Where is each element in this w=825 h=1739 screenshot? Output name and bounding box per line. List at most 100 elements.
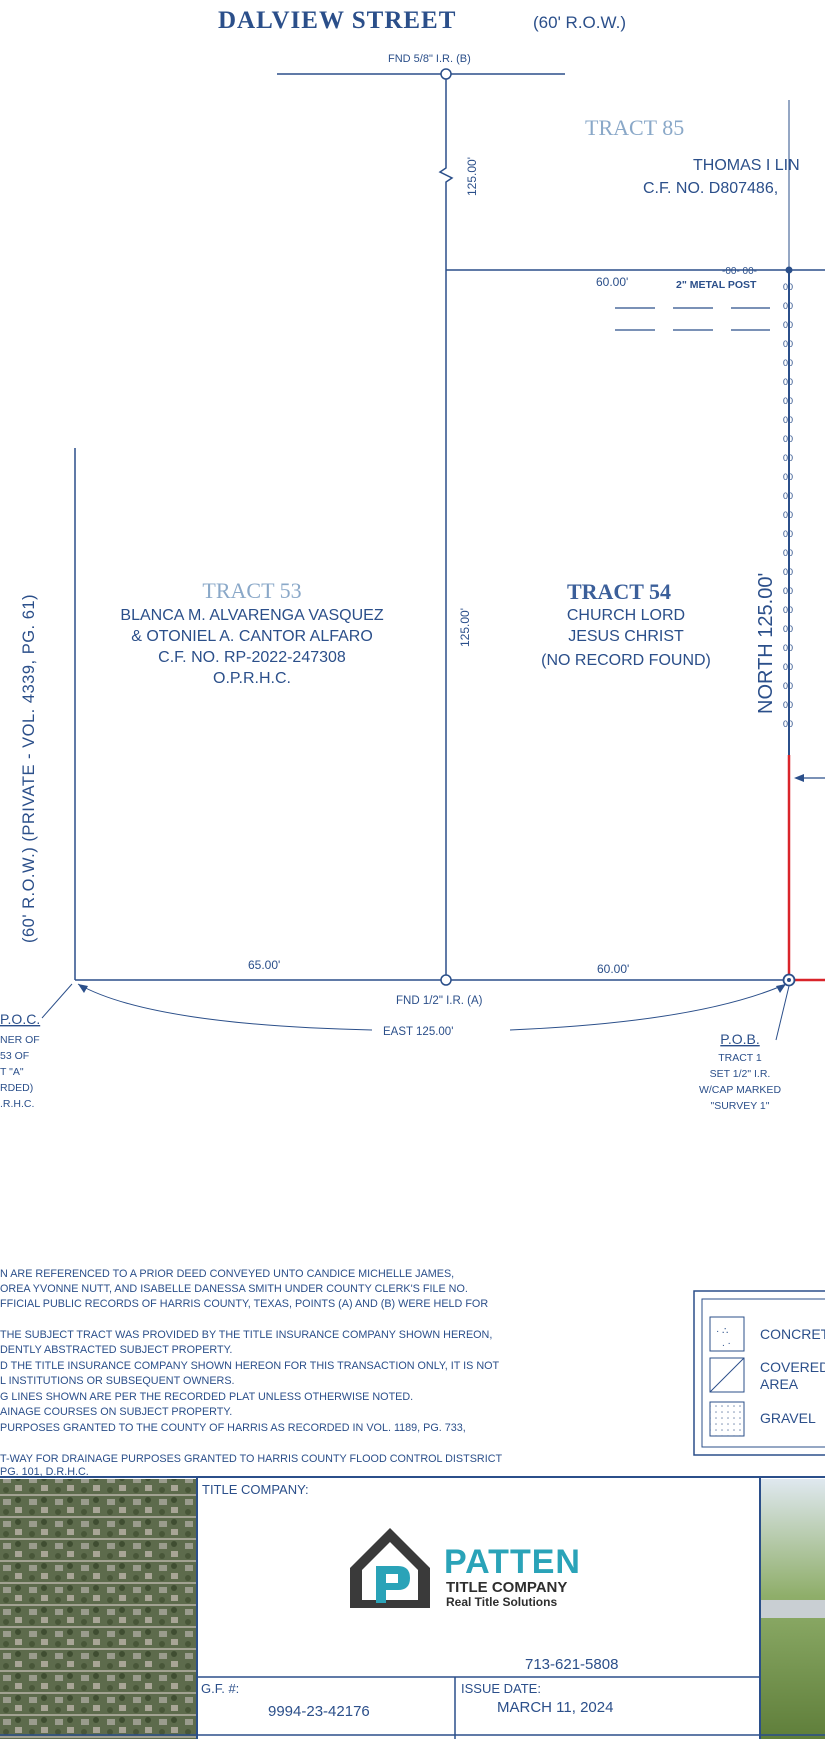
note-line: N ARE REFERENCED TO A PRIOR DEED CONVEYE… [0,1268,454,1280]
pob-line-2: SET 1/2" I.R. [710,1068,771,1080]
fence-mark: 00 [783,472,793,482]
legend: · ∴ . · CONCRET COVERED AREA GRAVEL [693,1290,825,1456]
fence-mark: 00 [783,434,793,444]
tract53-line4: O.P.R.H.C. [213,670,291,687]
fence-mark: 00 [783,529,793,539]
fence-marks: 00 00 00 00 00 00 00 00 00 00 00 00 00 00 00 00 00 00 00 00… [783,282,793,729]
phone: 713-621-5808 [525,1656,618,1673]
poc-line-3: T "A" [0,1066,24,1078]
tract54-line3: (NO RECORD FOUND) [541,652,711,669]
monument-mid-label: FND 1/2" I.R. (A) [396,995,483,1007]
legend-concrete-dots: · ∴ [716,1326,728,1337]
dim-mid-vertical: 125.00' [458,608,472,647]
tract53-line1: BLANCA M. ALVARENGA VASQUEZ [120,607,383,624]
general-notes: N ARE REFERENCED TO A PRIOR DEED CONVEYE… [0,1268,503,1478]
issue-value: MARCH 11, 2024 [497,1699,613,1716]
fence-mark: 00 [783,624,793,634]
fence-mark: 00 [783,396,793,406]
dim-top-break: 125.00' [465,157,479,196]
monument-mid-bottom [440,974,452,986]
logo-sub: TITLE COMPANY [446,1579,567,1596]
fence-mark: 00 [783,339,793,349]
dim-east: EAST 125.00' [383,1026,453,1038]
gf-value: 9994-23-42176 [268,1703,370,1720]
pob-line-4: "SURVEY 1" [710,1100,769,1112]
tract53: TRACT 53 BLANCA M. ALVARENGA VASQUEZ & O… [120,578,383,687]
legend-covered-label2: AREA [760,1376,799,1392]
fence-mark: 00 [783,548,793,558]
legend-covered-label1: COVERED [760,1359,825,1375]
poc-line-4: RDED) [0,1082,33,1094]
fence-mark-top: -00- 00- [722,266,757,277]
fence-mark: 00 [783,719,793,729]
dim-tract54-top: 60.00' [596,275,628,289]
fence-mark: 00 [783,358,793,368]
title-company-label: TITLE COMPANY: [202,1482,309,1497]
tract53-line3: C.F. NO. RP-2022-247308 [158,649,346,666]
site-photo-building [761,1600,825,1618]
tract85-owner: THOMAS I LIN [693,157,800,174]
poc-note: P.O.C. NER OF 53 OF T "A" RDED) .R.H.C. [0,1011,40,1110]
legend-concrete-label: CONCRET [760,1326,825,1342]
fence-mark: 00 [783,453,793,463]
aerial-photo [0,1479,196,1739]
fence-mark: 00 [783,415,793,425]
logo-tag: Real Title Solutions [446,1595,557,1609]
mid-vertical-line [438,79,454,980]
note-line: D THE TITLE INSURANCE COMPANY SHOWN HERE… [0,1360,500,1372]
street-row: (60' R.O.W.) [533,13,626,32]
east-arc-left [77,983,373,1031]
gf-label: G.F. #: [201,1681,239,1696]
dim-north: NORTH 125.00' [755,573,777,714]
fence-mark: 00 [783,700,793,710]
poc-line-1: NER OF [0,1034,40,1046]
pob-leader [775,985,790,1041]
note-line: T-WAY FOR DRAINAGE PURPOSES GRANTED TO H… [0,1453,503,1465]
street-name: DALVIEW STREET [218,7,456,34]
legend-concrete-dots-2: . · [722,1338,731,1349]
left-road-label: (60' R.O.W.) (PRIVATE - VOL. 4339, PG. 6… [20,594,38,943]
note-line: OREA YVONNE NUTT, AND ISABELLE DANESSA S… [0,1283,468,1295]
tract85-cf: C.F. NO. D807486, [643,180,778,197]
east-arc-arrow-left [78,984,88,993]
pob-note: P.O.B. TRACT 1 SET 1/2" I.R. W/CAP MARKE… [699,1031,781,1112]
note-line: AINAGE COURSES ON SUBJECT PROPERTY. [0,1406,232,1418]
title-block: TITLE COMPANY: PATTEN TITLE COMPANY Real… [0,1476,825,1739]
tract54-line2: JESUS CHRIST [568,628,684,645]
legend-covered-hatch [709,1357,745,1393]
legend-gravel-label: GRAVEL [760,1410,816,1426]
east-arc-arrow-right [776,984,786,993]
pob-marker-dot [787,978,791,982]
fence-mark: 00 [783,662,793,672]
poc-line-0: P.O.C. [0,1011,40,1027]
note-line: G LINES SHOWN ARE PER THE RECORDED PLAT … [0,1391,413,1403]
tract53-line2: & OTONIEL A. CANTOR ALFARO [131,628,373,645]
tract53-label: TRACT 53 [202,578,301,603]
tract54-label: TRACT 54 [567,579,671,604]
arrow-head-right [794,774,804,782]
fence-post-top [785,266,793,274]
monument-top [440,68,452,80]
note-line: THE SUBJECT TRACT WAS PROVIDED BY THE TI… [0,1329,492,1341]
note-line: FFICIAL PUBLIC RECORDS OF HARRIS COUNTY,… [0,1298,488,1310]
metal-post-label: 2" METAL POST [676,279,757,291]
patten-logo: PATTEN TITLE COMPANY Real Title Solution… [350,1528,581,1609]
legend-gravel-swatch [709,1401,745,1437]
boundary-red [787,755,825,982]
note-line: PG. 101, D.R.H.C. [0,1466,89,1478]
poc-leader [41,983,73,1019]
logo-main: PATTEN [444,1543,581,1581]
note-line: L INSTITUTIONS OR SUBSEQUENT OWNERS. [0,1375,235,1387]
tract54-line1: CHURCH LORD [567,607,685,624]
poc-line-2: 53 OF [0,1050,29,1062]
fence-mark: 00 [783,605,793,615]
note-line: DENTLY ABSTRACTED SUBJECT PROPERTY. [0,1344,232,1356]
fence-mark: 00 [783,377,793,387]
fence-mark: 00 [783,320,793,330]
poc-line-5: .R.H.C. [0,1098,34,1110]
dashed-lines [615,307,770,331]
fence-mark: 00 [783,491,793,501]
dim-bottom-left: 65.00' [248,958,280,972]
east-arc-right [509,983,787,1031]
